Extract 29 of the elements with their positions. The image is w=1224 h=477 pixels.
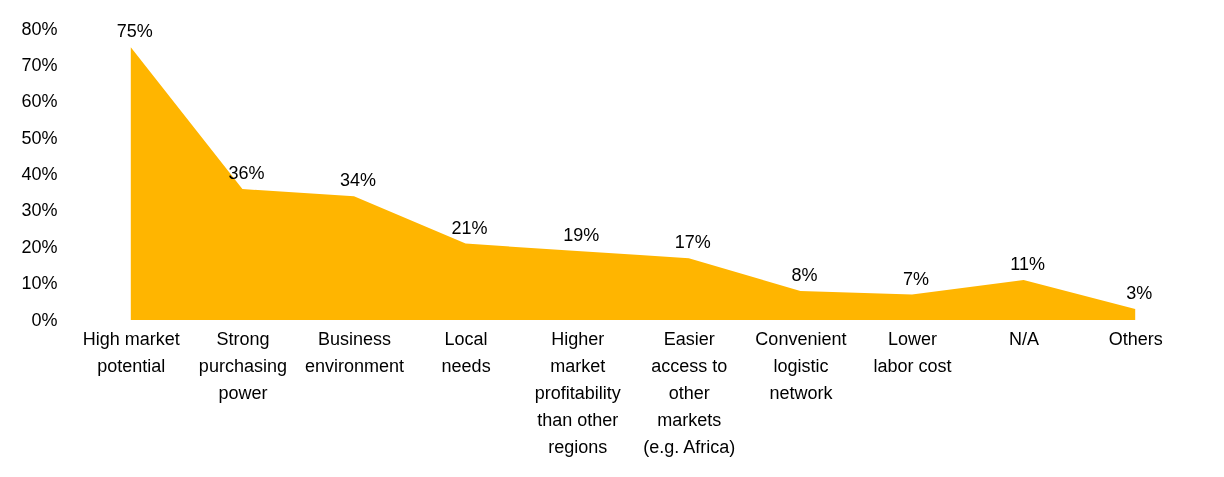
x-tick-label: Higher market profitability than other regions — [534, 328, 621, 457]
x-tick-label: Others — [1108, 328, 1163, 349]
data-label: 21% — [451, 217, 488, 238]
x-tick-label: Local needs — [441, 328, 491, 376]
data-label: 11% — [1010, 253, 1045, 274]
y-tick-label: 60% — [21, 91, 58, 112]
y-tick-label: 20% — [21, 236, 58, 257]
y-tick-label: 30% — [21, 200, 58, 221]
y-tick-label: 0% — [31, 309, 58, 330]
x-tick-label: N/A — [1009, 328, 1040, 349]
x-tick-label: Business environment — [304, 328, 405, 376]
y-tick-label: 80% — [21, 18, 58, 39]
data-label: 34% — [339, 170, 377, 191]
data-label: 3% — [1126, 283, 1153, 304]
x-tick-label: Easier access to other markets (e.g. Africa) — [643, 328, 736, 457]
x-tick-label: Lower labor cost — [873, 328, 952, 376]
data-label: 7% — [902, 268, 930, 289]
data-label: 75% — [116, 21, 153, 42]
x-tick-label: Strong purchasing power — [198, 328, 287, 403]
y-tick-label: 40% — [21, 164, 58, 184]
x-tick-label: High market potential — [82, 328, 180, 376]
x-tick-label: Convenient logistic network — [755, 328, 847, 403]
y-tick-label: 10% — [21, 273, 58, 294]
data-label: 17% — [674, 232, 711, 253]
y-tick-label: 50% — [21, 127, 58, 148]
data-label: 36% — [228, 163, 265, 184]
y-tick-label: 70% — [21, 54, 58, 75]
data-label: 8% — [791, 264, 818, 285]
data-label: 19% — [563, 224, 600, 245]
